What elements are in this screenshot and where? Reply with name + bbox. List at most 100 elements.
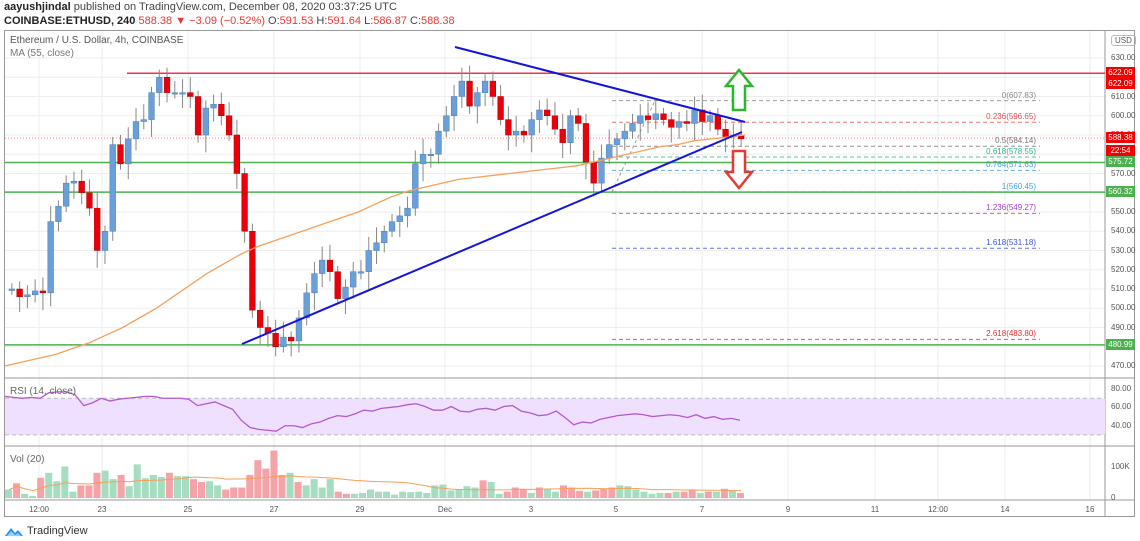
- volume-bar: [246, 474, 254, 498]
- volume-bar: [238, 487, 246, 498]
- candle-body: [598, 157, 605, 184]
- volume-bar: [576, 490, 584, 498]
- candle-body: [450, 96, 458, 116]
- volume-bar: [141, 478, 149, 498]
- candle-body: [241, 173, 248, 232]
- candle-body: [303, 292, 310, 319]
- candle-body: [78, 180, 85, 193]
- candle-body: [94, 207, 101, 251]
- volume-bar: [350, 493, 358, 498]
- author-name[interactable]: aayushjindal: [4, 1, 71, 13]
- volume-bar: [254, 460, 262, 498]
- volume-bar: [302, 485, 310, 498]
- time-axis-tick: 7: [699, 505, 705, 514]
- candle-body: [714, 115, 721, 130]
- fib-level-label: 0.618(578.55): [986, 147, 1036, 157]
- candle-body: [117, 144, 124, 165]
- candle-body: [319, 259, 326, 274]
- candle-body: [644, 115, 652, 120]
- volume-axis-tick: 0: [1111, 493, 1116, 502]
- fib-level-label: 0.5(584.14): [995, 136, 1036, 146]
- candle-body: [497, 96, 504, 120]
- time-axis-tick: 14: [1000, 505, 1010, 514]
- price-axis-tick: 490.00: [1111, 322, 1136, 332]
- candle-body: [621, 130, 628, 140]
- volume-bar: [173, 476, 181, 498]
- candle-body: [194, 96, 202, 136]
- volume-bar: [696, 492, 704, 498]
- candle-body: [365, 250, 372, 272]
- close-label: C:: [410, 15, 422, 27]
- candle-body: [528, 119, 535, 136]
- currency-badge[interactable]: USD: [1111, 35, 1136, 46]
- volume-bar: [704, 491, 712, 498]
- candle-body: [295, 317, 303, 342]
- time-axis-tick: 3: [528, 505, 534, 514]
- candle-body: [125, 138, 132, 165]
- fib-level-label: 2.618(483.80): [986, 329, 1036, 339]
- candle-body: [109, 144, 116, 232]
- volume-bar: [407, 492, 415, 498]
- candle-body: [257, 309, 264, 328]
- volume-bar: [334, 491, 342, 498]
- price-axis-tick: 470.00: [1111, 361, 1136, 370]
- low-value: 586.87: [373, 15, 407, 27]
- volume-bar: [664, 492, 672, 498]
- time-axis-tick: 5: [613, 505, 619, 514]
- rsi-legend[interactable]: RSI (14, close): [10, 386, 77, 397]
- candle-body: [373, 242, 380, 251]
- candle-body: [148, 92, 155, 120]
- symbol-ohlc-line: COINBASE:ETHUSD, 240 588.38 ▼ −3.09 (−0.…: [4, 15, 455, 27]
- candle-body: [404, 207, 411, 217]
- volume-bar: [310, 479, 318, 498]
- candle-body: [458, 80, 465, 97]
- candle-body: [249, 231, 256, 311]
- price-axis-tick: 600.00: [1111, 110, 1136, 120]
- time-axis-tick: 12:00: [28, 505, 50, 514]
- volume-legend[interactable]: Vol (20): [10, 454, 45, 465]
- candle-body: [466, 80, 473, 107]
- candle-body: [187, 92, 194, 97]
- candle-body: [63, 182, 70, 207]
- time-axis-tick: 12:00: [927, 505, 949, 514]
- price-axis-tick: 610.00: [1111, 91, 1136, 101]
- volume-bar: [101, 470, 109, 498]
- high-value: 591.64: [327, 15, 362, 27]
- moving-average-line: [4, 134, 746, 367]
- candle-body: [179, 92, 186, 95]
- candle-body: [629, 123, 636, 132]
- chart-legend-title: Ethereum / U.S. Dollar, 4h, COINBASE: [10, 35, 184, 46]
- price-axis-tick: 500.00: [1111, 303, 1136, 313]
- time-axis-tick: Dec: [437, 505, 453, 514]
- last-price: 588.38: [138, 15, 173, 27]
- candle-body: [55, 205, 62, 222]
- ma-legend[interactable]: MA (55, close): [10, 48, 74, 59]
- price-tag: 575.72: [1106, 156, 1135, 168]
- volume-bar: [624, 486, 632, 498]
- open-label: O:: [268, 15, 280, 27]
- candle-body: [443, 115, 450, 132]
- price-axis-tick: 530.00: [1111, 245, 1136, 255]
- candle-body: [489, 80, 496, 97]
- candle-body: [101, 231, 109, 251]
- volume-ma-line: [8, 475, 741, 492]
- price-axis-tick: 510.00: [1111, 284, 1136, 293]
- candle-body: [505, 119, 512, 136]
- candle-body: [163, 77, 171, 93]
- candle-body: [350, 271, 357, 288]
- volume-bar: [495, 493, 503, 498]
- candle-body: [691, 109, 698, 124]
- candle-body: [47, 221, 54, 294]
- candle-body: [280, 336, 287, 347]
- candle-body: [311, 273, 318, 294]
- candle-body: [606, 144, 613, 159]
- candle-body: [675, 121, 683, 128]
- tradingview-logo[interactable]: TradingView: [4, 525, 88, 537]
- volume-bar: [21, 493, 29, 498]
- volume-bar: [568, 487, 576, 498]
- candle-body: [575, 115, 582, 124]
- high-label: H:: [316, 15, 328, 27]
- volume-bar: [471, 487, 479, 498]
- volume-bar: [157, 477, 165, 498]
